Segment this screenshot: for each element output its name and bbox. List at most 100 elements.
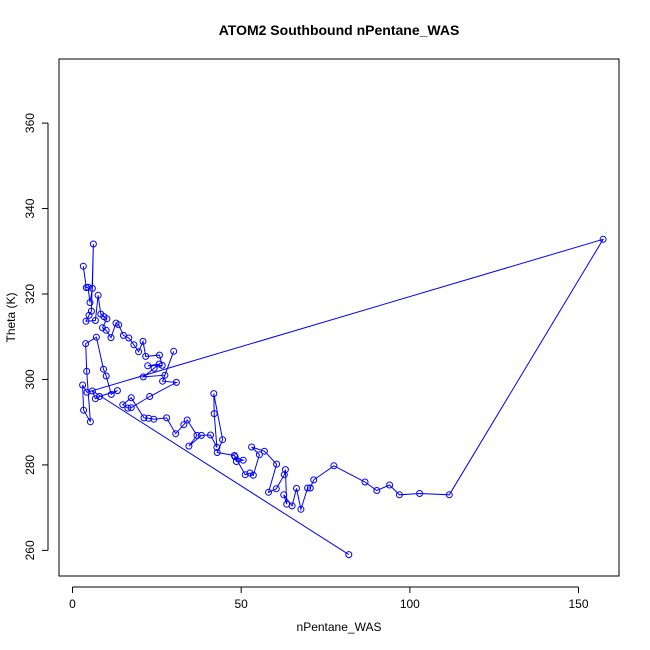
- data-point: [386, 481, 394, 489]
- data-point: [185, 442, 193, 450]
- data-point: [139, 337, 147, 345]
- data-point: [155, 360, 163, 368]
- data-point: [92, 333, 100, 341]
- data-point: [280, 491, 288, 499]
- data-point: [445, 491, 453, 499]
- data-point: [88, 284, 96, 292]
- data-point: [210, 410, 218, 418]
- plot-area: [79, 235, 607, 559]
- data-point: [306, 484, 314, 492]
- data-point: [249, 471, 257, 479]
- data-point: [107, 334, 115, 342]
- data-point: [156, 351, 163, 359]
- data-point: [288, 502, 296, 510]
- data-point: [361, 478, 369, 486]
- data-point: [297, 505, 305, 513]
- data-point: [172, 378, 180, 386]
- data-point: [83, 367, 91, 375]
- data-point: [142, 352, 150, 360]
- data-point: [183, 416, 191, 424]
- data-point: [119, 401, 127, 409]
- data-point: [280, 471, 288, 479]
- data-point: [82, 317, 90, 325]
- data-point: [213, 449, 221, 456]
- data-point: [172, 430, 180, 438]
- data-point: [88, 387, 96, 395]
- data-point: [144, 362, 152, 370]
- data-point: [330, 462, 338, 470]
- data-point: [255, 451, 263, 459]
- series-line: [82, 238, 605, 556]
- data-point: [79, 381, 87, 389]
- data-point: [416, 490, 424, 497]
- data-point: [272, 485, 280, 493]
- data-point: [103, 315, 111, 323]
- data-point: [145, 414, 153, 422]
- data-point: [84, 283, 92, 291]
- data-point: [239, 456, 247, 464]
- x-axis-label: nPentane_WAS: [297, 620, 382, 634]
- data-point: [197, 431, 205, 439]
- data-point: [146, 393, 154, 400]
- data-point: [213, 443, 221, 451]
- data-point: [80, 406, 88, 414]
- data-point: [100, 365, 107, 373]
- data-point: [161, 371, 169, 379]
- x-tick-label: 150: [569, 597, 589, 611]
- data-point: [260, 447, 268, 455]
- data-point: [119, 331, 127, 339]
- y-tick-label: 320: [23, 284, 37, 304]
- data-point: [219, 436, 227, 444]
- y-axis: 260 280 300 320 340 360: [23, 113, 49, 560]
- y-tick-label: 300: [23, 369, 37, 389]
- data-point: [102, 326, 110, 334]
- x-tick-label: 50: [234, 597, 248, 611]
- plot-frame: [58, 58, 620, 577]
- data-point: [91, 395, 99, 403]
- y-axis-label: Theta (K): [4, 292, 18, 342]
- data-point: [150, 364, 158, 372]
- data-point: [79, 262, 87, 270]
- y-tick-label: 280: [23, 455, 37, 475]
- chart-title: ATOM2 Southbound nPentane_WAS: [219, 22, 460, 38]
- data-point: [207, 431, 214, 439]
- x-tick-label: 100: [400, 597, 420, 611]
- data-point: [345, 551, 353, 559]
- data-point: [293, 484, 300, 492]
- data-point: [232, 458, 240, 465]
- data-point: [113, 387, 121, 395]
- y-tick-label: 360: [23, 113, 37, 133]
- data-point: [150, 415, 158, 423]
- data-point: [135, 348, 143, 356]
- y-tick-label: 340: [23, 198, 37, 218]
- data-point: [125, 334, 133, 342]
- data-point: [170, 347, 178, 355]
- x-axis: 0 50 100 150: [69, 586, 589, 611]
- data-point: [159, 377, 167, 385]
- data-point: [86, 299, 94, 306]
- data-point: [107, 390, 115, 398]
- data-point: [89, 240, 97, 248]
- data-point: [193, 431, 201, 439]
- data-point: [139, 373, 147, 381]
- data-point: [310, 476, 318, 484]
- data-point: [163, 414, 171, 422]
- data-point: [210, 390, 218, 398]
- y-tick-label: 260: [23, 540, 37, 560]
- x-tick-label: 0: [69, 597, 76, 611]
- data-point: [248, 443, 256, 451]
- data-point: [102, 372, 110, 380]
- data-point: [85, 311, 93, 319]
- data-point: [265, 488, 272, 496]
- data-point: [180, 421, 188, 429]
- data-point: [115, 321, 123, 329]
- data-point: [281, 466, 289, 474]
- data-point: [395, 491, 403, 499]
- data-point: [140, 414, 148, 422]
- data-point: [304, 484, 312, 492]
- data-point: [599, 235, 607, 243]
- data-point: [91, 317, 99, 324]
- data-point: [130, 341, 138, 349]
- data-point: [94, 291, 102, 299]
